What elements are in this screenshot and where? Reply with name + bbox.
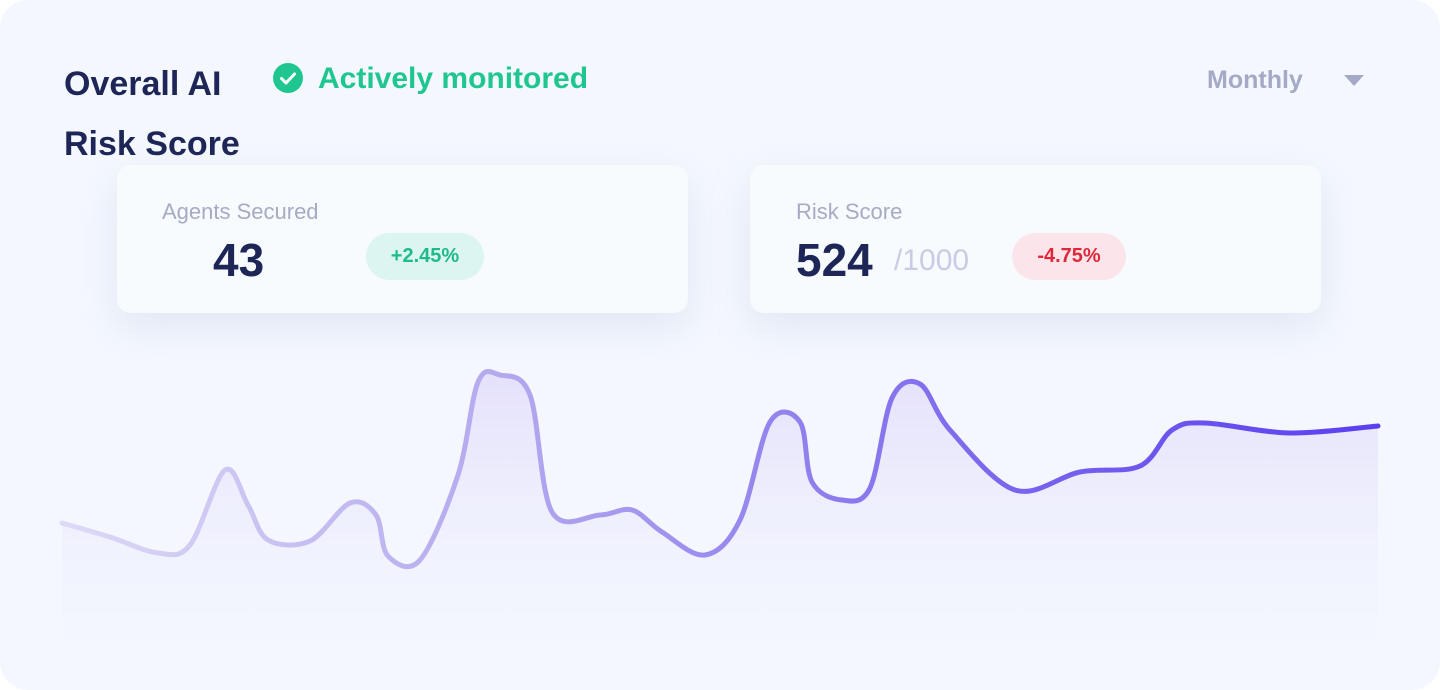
trend-area [62, 371, 1378, 640]
period-select[interactable]: Monthly [1207, 66, 1303, 94]
stat-max: /1000 [894, 244, 970, 277]
panel-title: Overall AI Risk Score [64, 65, 240, 163]
stat-value: 43 [213, 234, 265, 286]
change-pill: +2.45% [366, 233, 484, 280]
stat-value: 524 [796, 234, 873, 286]
stat-label: Agents Secured [162, 199, 319, 224]
change-pill: -4.75% [1012, 233, 1126, 280]
stat-card: Agents Secured 43 +2.45% [117, 165, 688, 313]
status-text: Actively monitored [318, 62, 589, 95]
dropdown-caret[interactable] [1344, 75, 1364, 87]
stat-label: Risk Score [796, 199, 903, 224]
stat-card: Risk Score 524 /1000 -4.75% [750, 165, 1321, 313]
trend-line [59, 368, 1381, 570]
status-icon [273, 63, 303, 93]
